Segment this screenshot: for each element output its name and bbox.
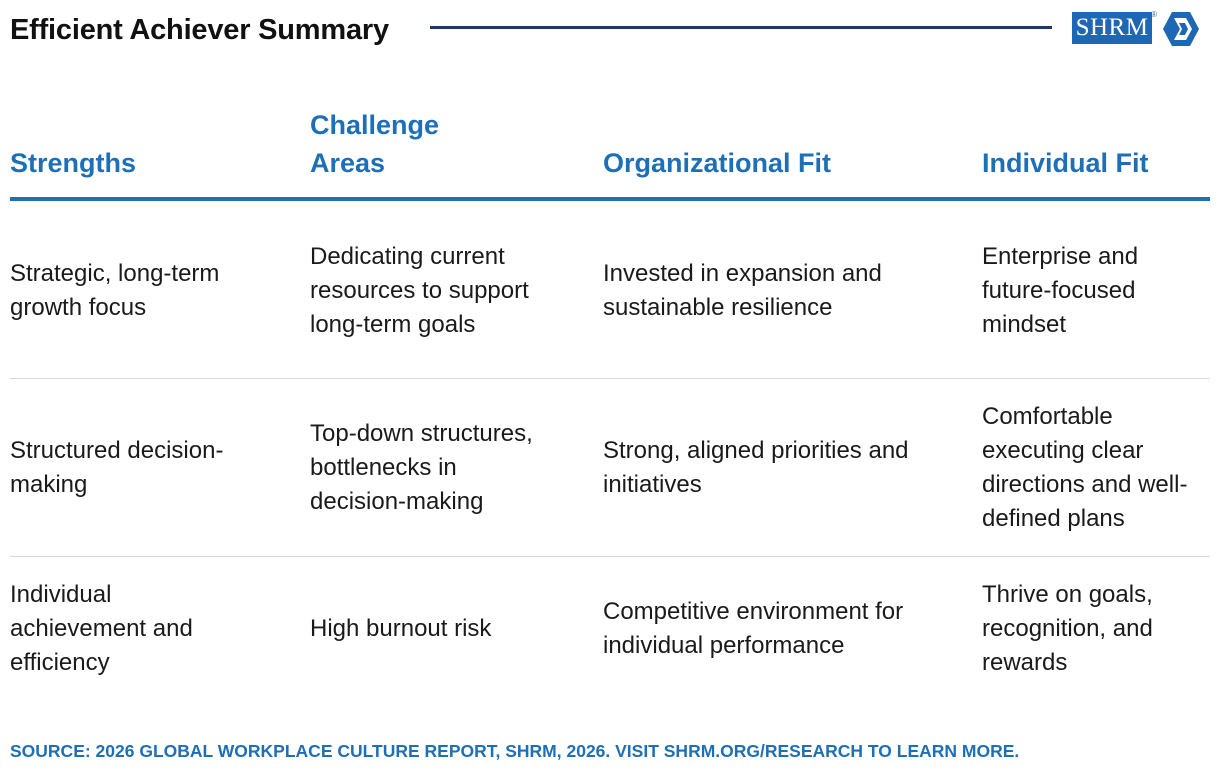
cell-text: Strong, aligned priorities and initiativ… (603, 437, 909, 498)
cell-challenge: Dedicating current resources to support … (310, 204, 555, 378)
table-row: Structured decision-making Top-down stru… (10, 380, 1210, 556)
cell-text: Top-down structures, bottlenecks in deci… (310, 420, 533, 515)
table-row: Strategic, long-term growth focus Dedica… (10, 204, 1210, 378)
cell-individual-fit: Enterprise and future-focused mindset (982, 204, 1187, 378)
cell-strength: Strategic, long-term growth focus (10, 204, 250, 378)
cell-text: Competitive environment for individual p… (603, 598, 904, 659)
cell-org-fit: Strong, aligned priorities and initiativ… (603, 380, 933, 556)
row-divider (10, 556, 1210, 557)
cell-text: High burnout risk (310, 615, 492, 642)
cell-individual-fit: Thrive on goals, recognition, and reward… (982, 558, 1197, 700)
cell-text: Strategic, long-term growth focus (10, 260, 220, 321)
cell-strength: Individual achievement and efficiency (10, 558, 250, 700)
cell-text: Enterprise and future-focused mindset (982, 243, 1139, 338)
cell-text: Structured decision-making (10, 437, 224, 498)
cell-challenge: High burnout risk (310, 558, 570, 700)
shrm-logo: SHRM (1072, 12, 1152, 44)
header-divider (10, 197, 1210, 201)
header-strengths: Strengths (10, 148, 137, 178)
registered-mark: ® (1151, 10, 1157, 19)
cell-text: Individual achievement and efficiency (10, 581, 193, 676)
cell-text: Dedicating current resources to support … (310, 243, 529, 338)
row-divider (10, 378, 1210, 379)
cell-individual-fit: Comfortable executing clear directions a… (982, 380, 1210, 556)
cell-challenge: Top-down structures, bottlenecks in deci… (310, 380, 540, 556)
header-individual-fit: Individual Fit (982, 148, 1149, 178)
title-divider (430, 26, 1052, 29)
cell-org-fit: Invested in expansion and sustainable re… (603, 204, 893, 378)
table-header: Strengths Challenge Areas Organizational… (10, 104, 1210, 198)
cell-text: Comfortable executing clear directions a… (982, 403, 1188, 532)
cell-org-fit: Competitive environment for individual p… (603, 558, 933, 700)
cell-strength: Structured decision-making (10, 380, 250, 556)
source-note: SOURCE: 2026 GLOBAL WORKPLACE CULTURE RE… (10, 741, 1020, 761)
header-organizational-fit: Organizational Fit (603, 148, 832, 178)
table-row: Individual achievement and efficiency Hi… (10, 558, 1210, 700)
page-title: Efficient Achiever Summary (10, 14, 389, 46)
shrm-hexagon-icon (1163, 12, 1199, 46)
cell-text: Invested in expansion and sustainable re… (603, 260, 882, 321)
header-challenge-areas: Challenge Areas (310, 110, 440, 178)
cell-text: Thrive on goals, recognition, and reward… (982, 581, 1153, 676)
